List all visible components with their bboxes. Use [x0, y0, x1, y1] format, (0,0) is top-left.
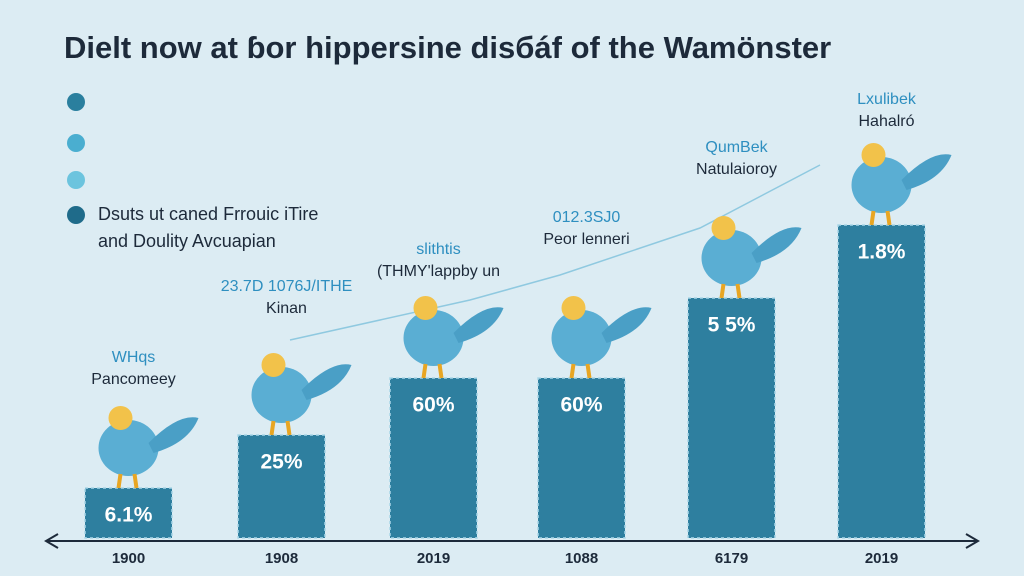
axis-arrow: [44, 533, 59, 549]
mascot-leg: [869, 210, 876, 226]
bar-label: 5 5%: [708, 314, 756, 337]
axis-arrow: [965, 533, 980, 549]
mascot-leg: [421, 363, 428, 379]
year-label: 1908: [265, 550, 298, 567]
mascot-leg: [585, 363, 592, 379]
legend-dot: [67, 93, 85, 111]
legend-line: and Doulity Avcuapian: [98, 231, 276, 251]
annotation-caption: Natulaioroy: [696, 161, 777, 178]
annotation-tag: Lxulibek: [857, 91, 917, 108]
mascot-wing: [148, 417, 199, 453]
bar: [237, 434, 326, 539]
year-label: 1088: [565, 550, 598, 567]
mascot-body: [701, 230, 762, 286]
year-label: 6179: [715, 550, 748, 567]
mascot-body: [403, 310, 464, 366]
mascot-head: [861, 143, 886, 167]
mascot-leg: [885, 210, 892, 226]
bar-label: 1.8%: [858, 241, 906, 264]
year-label: 1900: [112, 550, 145, 567]
annotation-caption: Pancomeey: [91, 371, 176, 388]
legend-line: Dsuts ut caned Frrouic iTire: [98, 204, 318, 224]
annotation-tag: 012.3SJ0: [553, 209, 621, 226]
bar: [389, 377, 478, 539]
annotation-caption: (THMY'lappby un: [377, 263, 500, 280]
mascot-wing: [901, 154, 952, 190]
bar: [687, 297, 776, 539]
mascot-head: [108, 406, 133, 430]
mascot-body: [851, 157, 912, 213]
bar: [537, 377, 626, 539]
mascot-leg: [437, 363, 444, 379]
legend: Dsuts ut caned Frrouic iTire and Doulity …: [67, 93, 318, 251]
mascot-head: [261, 353, 286, 377]
mascot-wing: [751, 227, 802, 263]
mascot-leg: [569, 363, 576, 379]
annotation-caption: Peor lenneri: [543, 231, 629, 248]
legend-dot: [67, 171, 85, 189]
annotation-tag: 23.7D 1076J/ITHE: [221, 278, 353, 295]
mascot-leg: [116, 473, 123, 489]
mascot-leg: [735, 283, 742, 299]
annotation-tag: slithtis: [416, 241, 460, 258]
annotation-tag: QumBek: [705, 139, 768, 156]
bars: 6.1% 1900 WHqs Pancomeey 25% 1908 23.7D 1076J/…: [84, 91, 952, 567]
annotation-caption: Kinan: [266, 300, 307, 317]
mascot-body: [98, 420, 159, 476]
mascot-head: [711, 216, 736, 240]
mascot-wing: [453, 307, 504, 343]
bar-label: 60%: [560, 394, 602, 417]
mascot-wing: [601, 307, 652, 343]
annotation-caption: Hahalró: [858, 113, 914, 130]
mascot-leg: [285, 420, 292, 436]
mascot-head: [561, 296, 586, 320]
mascot-body: [251, 367, 312, 423]
connector: [289, 164, 821, 341]
bar: [837, 224, 926, 539]
bar-label: 60%: [412, 394, 454, 417]
title: Dielt now at ɓor hippersine disбáf of th…: [64, 30, 831, 65]
mascot-wing: [301, 364, 352, 400]
mascot-leg: [132, 473, 139, 489]
legend-dot: [67, 134, 85, 152]
mascot-head: [413, 296, 438, 320]
mascot-leg: [719, 283, 726, 299]
mascot-leg: [269, 420, 276, 436]
legend-dot: [67, 206, 85, 224]
bar-label: 6.1%: [105, 504, 153, 527]
legend-label: Dsuts ut caned Frrouic iTire and Doulity …: [98, 204, 318, 251]
year-label: 2019: [417, 550, 450, 567]
year-label: 2019: [865, 550, 898, 567]
bar: [84, 487, 173, 539]
bar-label: 25%: [260, 451, 302, 474]
mascot-body: [551, 310, 612, 366]
annotation-tag: WHqs: [112, 349, 156, 366]
